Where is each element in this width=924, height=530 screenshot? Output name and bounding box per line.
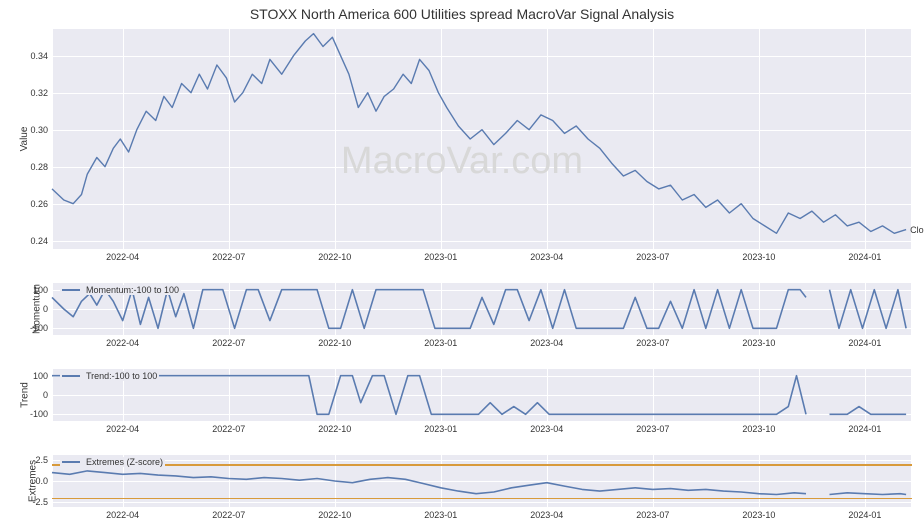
xtick: 2022-04 (106, 422, 139, 434)
ytick: 0.34 (30, 51, 52, 61)
xtick: 2023-04 (530, 422, 563, 434)
ytick: -100 (30, 323, 52, 333)
close-label: Close (910, 225, 924, 235)
ytick: 0.24 (30, 236, 52, 246)
xtick: 2023-04 (530, 250, 563, 262)
xtick: 2023-04 (530, 508, 563, 520)
ytick: 100 (33, 285, 52, 295)
xtick: 2022-07 (212, 508, 245, 520)
ytick: 0.30 (30, 125, 52, 135)
series-trend (52, 368, 912, 422)
panel-value: Value0.240.260.280.300.320.342022-042022… (52, 28, 912, 250)
xtick: 2022-10 (318, 336, 351, 348)
xtick: 2023-01 (424, 250, 457, 262)
xtick: 2022-10 (318, 422, 351, 434)
xtick: 2022-04 (106, 336, 139, 348)
panel-trend: Trend-10001002022-042022-072022-102023-0… (52, 368, 912, 422)
ytick: 0.26 (30, 199, 52, 209)
xtick: 2022-10 (318, 250, 351, 262)
ytick: -100 (30, 409, 52, 419)
xtick: 2023-01 (424, 508, 457, 520)
xtick: 2023-10 (742, 422, 775, 434)
ytick: 0 (43, 304, 52, 314)
series-extremes (52, 454, 912, 508)
xtick: 2023-07 (636, 336, 669, 348)
chart-container: STOXX North America 600 Utilities spread… (0, 0, 924, 530)
xtick: 2023-01 (424, 336, 457, 348)
ytick: 0.28 (30, 162, 52, 172)
ylabel-value: Value (19, 127, 30, 152)
legend-trend: Trend:-100 to 100 (60, 371, 159, 381)
xtick: 2024-01 (848, 508, 881, 520)
ytick: 2.5 (35, 455, 52, 465)
xtick: 2023-01 (424, 422, 457, 434)
series-value (52, 28, 912, 250)
xtick: 2024-01 (848, 250, 881, 262)
xtick: 2022-07 (212, 336, 245, 348)
panel-momentum: Momentum-10001002022-042022-072022-10202… (52, 282, 912, 336)
ytick: -2.5 (32, 497, 52, 507)
xtick: 2022-07 (212, 422, 245, 434)
panel-extremes: Extremes-2.50.02.52022-042022-072022-102… (52, 454, 912, 508)
xtick: 2024-01 (848, 422, 881, 434)
xtick: 2023-04 (530, 336, 563, 348)
xtick: 2022-04 (106, 250, 139, 262)
xtick: 2023-07 (636, 250, 669, 262)
xtick: 2022-04 (106, 508, 139, 520)
xtick: 2022-10 (318, 508, 351, 520)
ytick: 0 (43, 390, 52, 400)
legend-momentum: Momentum:-100 to 100 (60, 285, 181, 295)
chart-title: STOXX North America 600 Utilities spread… (0, 0, 924, 22)
ylabel-trend: Trend (19, 382, 30, 408)
ytick: 100 (33, 371, 52, 381)
xtick: 2023-10 (742, 336, 775, 348)
xtick: 2023-10 (742, 250, 775, 262)
ytick: 0.0 (35, 476, 52, 486)
xtick: 2022-07 (212, 250, 245, 262)
ytick: 0.32 (30, 88, 52, 98)
legend-extremes: Extremes (Z-score) (60, 457, 165, 467)
xtick: 2023-07 (636, 422, 669, 434)
xtick: 2023-07 (636, 508, 669, 520)
xtick: 2023-10 (742, 508, 775, 520)
xtick: 2024-01 (848, 336, 881, 348)
